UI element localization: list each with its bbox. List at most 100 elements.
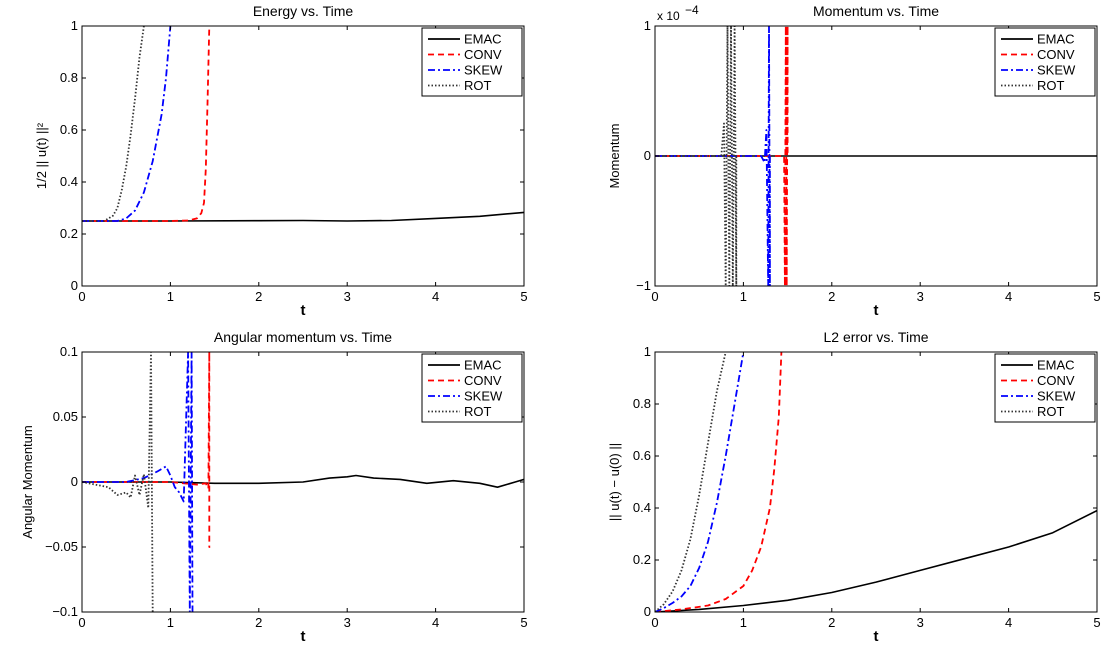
x-tick-label: 3 (344, 289, 351, 304)
series-line-skew (655, 26, 771, 286)
y-axis-label: Momentum (607, 123, 622, 188)
x-tick-label: 2 (828, 615, 835, 630)
legend-label: ROT (1037, 78, 1065, 93)
y-tick-label: 0.4 (60, 174, 78, 189)
series-group (655, 26, 1097, 286)
legend-label: EMAC (1037, 358, 1075, 373)
legend-label: SKEW (1037, 63, 1076, 78)
y-tick-label: 0 (644, 148, 651, 163)
x-tick-label: 0 (78, 615, 85, 630)
chart-title: Momentum vs. Time (813, 3, 939, 19)
chart-panel-0: 0 1 2 3 4 5 0 0.2 0.4 0.6 0.8 1 Energy vs. Time t 1/2 … (34, 3, 528, 319)
x-tick-label: 1 (167, 289, 174, 304)
x-axis-label: t (874, 302, 879, 319)
series-line-conv (82, 352, 211, 548)
chart-panel-3: 0 1 2 3 4 5 0 0.2 0.4 0.6 0.8 1 L2 error vs. Time t ||… (607, 329, 1101, 645)
series-line-rot (655, 352, 727, 612)
y-tick-label: 0.8 (633, 396, 651, 411)
series-group (82, 352, 524, 612)
x-tick-label: 0 (651, 615, 658, 630)
y-tick-label: 0.6 (60, 122, 78, 137)
x-tick-label: 2 (828, 289, 835, 304)
y-tick-label: 0 (644, 604, 651, 619)
chart-title: Energy vs. Time (253, 3, 354, 19)
y-tick-label: 1 (644, 344, 651, 359)
y-tick-label: −0.05 (45, 539, 78, 554)
x-tick-label: 4 (432, 289, 439, 304)
y-tick-label: 0.2 (633, 552, 651, 567)
x-axis-label: t (301, 628, 306, 645)
x-tick-label: 5 (1093, 615, 1100, 630)
x-axis-label: t (874, 628, 879, 645)
y-axis-label: || u(t) − u(0) || (607, 443, 622, 521)
x-tick-label: 1 (740, 289, 747, 304)
x-tick-label: 5 (520, 615, 527, 630)
x-tick-label: 5 (520, 289, 527, 304)
exponent-label: x 10 (657, 9, 680, 23)
x-tick-label: 2 (255, 615, 262, 630)
y-tick-label: −0.1 (52, 604, 78, 619)
legend-label: CONV (464, 47, 502, 62)
series-line-rot (655, 26, 738, 286)
y-axis-label: 1/2 || u(t) ||² (34, 122, 49, 189)
legend-label: SKEW (464, 63, 503, 78)
legend-label: CONV (1037, 373, 1075, 388)
x-tick-label: 3 (344, 615, 351, 630)
x-tick-label: 1 (167, 615, 174, 630)
x-tick-label: 0 (651, 289, 658, 304)
series-line-conv (655, 352, 783, 612)
exponent-power: −4 (685, 3, 699, 17)
legend-label: SKEW (464, 389, 503, 404)
legend-label: ROT (1037, 404, 1065, 419)
series-line-rot (82, 352, 154, 612)
x-axis-label: t (301, 302, 306, 319)
y-tick-label: 0.1 (60, 344, 78, 359)
series-line-emac (82, 211, 524, 222)
y-tick-label: 0.6 (633, 448, 651, 463)
x-tick-label: 4 (432, 615, 439, 630)
x-tick-label: 1 (740, 615, 747, 630)
legend-label: EMAC (464, 358, 502, 373)
axes-box (654, 351, 1098, 613)
y-tick-label: 1 (71, 18, 78, 33)
x-tick-label: 3 (917, 289, 924, 304)
x-tick-label: 2 (255, 289, 262, 304)
legend-label: CONV (464, 373, 502, 388)
x-tick-label: 3 (917, 615, 924, 630)
legend-label: EMAC (1037, 32, 1075, 47)
series-group (82, 26, 524, 222)
y-axis-label: Angular Momentum (20, 425, 35, 538)
series-line-emac (655, 509, 1097, 612)
axes-box (81, 25, 525, 287)
y-tick-label: 0.05 (53, 409, 78, 424)
y-tick-label: 0.2 (60, 226, 78, 241)
series-line-rot (82, 26, 145, 222)
x-tick-label: 0 (78, 289, 85, 304)
y-tick-label: 0 (71, 278, 78, 293)
x-tick-label: 4 (1005, 615, 1012, 630)
series-line-emac (82, 474, 524, 489)
y-tick-label: 0.4 (633, 500, 651, 515)
x-tick-label: 4 (1005, 289, 1012, 304)
chart-title: L2 error vs. Time (823, 329, 928, 345)
x-tick-label: 5 (1093, 289, 1100, 304)
series-line-conv (82, 26, 211, 222)
chart-panel-2: 0 1 2 3 4 5 −0.1 −0.05 0 0.05 0.1 Angular momentum … (20, 329, 528, 645)
legend-label: ROT (464, 404, 492, 419)
legend-label: CONV (1037, 47, 1075, 62)
legend-label: SKEW (1037, 389, 1076, 404)
series-line-skew (655, 352, 745, 612)
y-tick-label: −1 (636, 278, 651, 293)
y-tick-label: 0.8 (60, 70, 78, 85)
legend-label: ROT (464, 78, 492, 93)
chart-title: Angular momentum vs. Time (214, 329, 392, 345)
y-tick-label: 0 (71, 474, 78, 489)
legend-label: EMAC (464, 32, 502, 47)
series-line-skew (82, 26, 172, 222)
